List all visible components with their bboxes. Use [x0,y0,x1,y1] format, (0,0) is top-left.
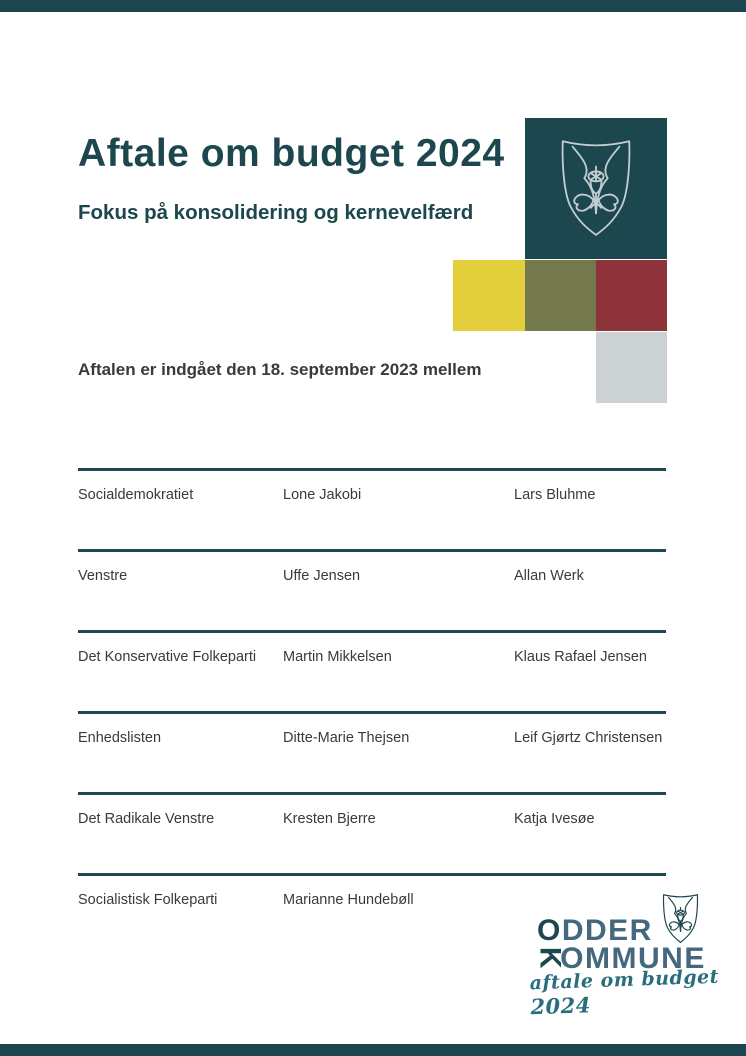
crest-square [525,118,667,259]
party-name: Det Konservative Folkeparti [78,649,257,665]
logo-letters-dder: DDER [561,914,653,947]
logo-tagline: aftale om budget 2024 [529,966,721,1020]
accent-square-red [596,260,667,331]
table-row: Det Konservative Folkeparti Martin Mikke… [78,630,666,711]
top-accent-bar [0,0,746,12]
party-name: Det Radikale Venstre [78,811,215,827]
bottom-accent-bar [0,1044,746,1056]
agreement-date-line: Aftalen er indgået den 18. september 202… [78,360,482,379]
party-name: Enhedslisten [78,730,162,746]
page-subtitle: Fokus på konsolidering og kernevelfærd [78,201,474,224]
signer-name: Leif Gjørtz Christensen [514,730,663,746]
signer-name: Katja Ivesøe [514,811,595,827]
page-title: Aftale om budget 2024 [78,132,505,175]
table-row: Socialdemokratiet Lone Jakobi Lars Bluhm… [78,468,666,549]
party-name: Venstre [78,568,128,584]
signatories-table: Socialdemokratiet Lone Jakobi Lars Bluhm… [78,468,666,954]
signer-name: Allan Werk [514,568,584,584]
table-row: Socialistisk Folkeparti Marianne Hundebø… [78,873,666,954]
party-name: Socialdemokratiet [78,487,194,503]
signer-name: Ditte-Marie Thejsen [283,730,410,746]
logo-wordmark-odder: ODDER [537,916,653,946]
municipal-crest-icon [561,139,631,236]
signer-name: Martin Mikkelsen [283,649,392,665]
logo-crest-icon [662,894,699,943]
accent-square-olive [525,260,596,331]
signer-name: Klaus Rafael Jensen [514,649,647,665]
accent-square-yellow [453,260,525,331]
signer-name: Lone Jakobi [283,487,362,503]
logo-letter-o: O [537,914,562,947]
signer-name: Kresten Bjerre [283,811,376,827]
signer-name: Uffe Jensen [283,568,361,584]
table-row: Enhedslisten Ditte-Marie Thejsen Leif Gj… [78,711,666,792]
signer-name: Marianne Hundebøll [283,892,414,908]
accent-square-gray [596,332,667,403]
signer-name: Lars Bluhme [514,487,596,503]
tagline-year: 2024 [530,992,592,1020]
logo-letters-ommune: OMMUNE [560,942,706,975]
logo-letter-k-rotated: K [533,946,567,971]
party-name: Socialistisk Folkeparti [78,892,218,908]
table-row: Venstre Uffe Jensen Allan Werk [78,549,666,630]
logo-wordmark-kommune: KOMMUNE [533,942,706,975]
table-row: Det Radikale Venstre Kresten Bjerre Katj… [78,792,666,873]
